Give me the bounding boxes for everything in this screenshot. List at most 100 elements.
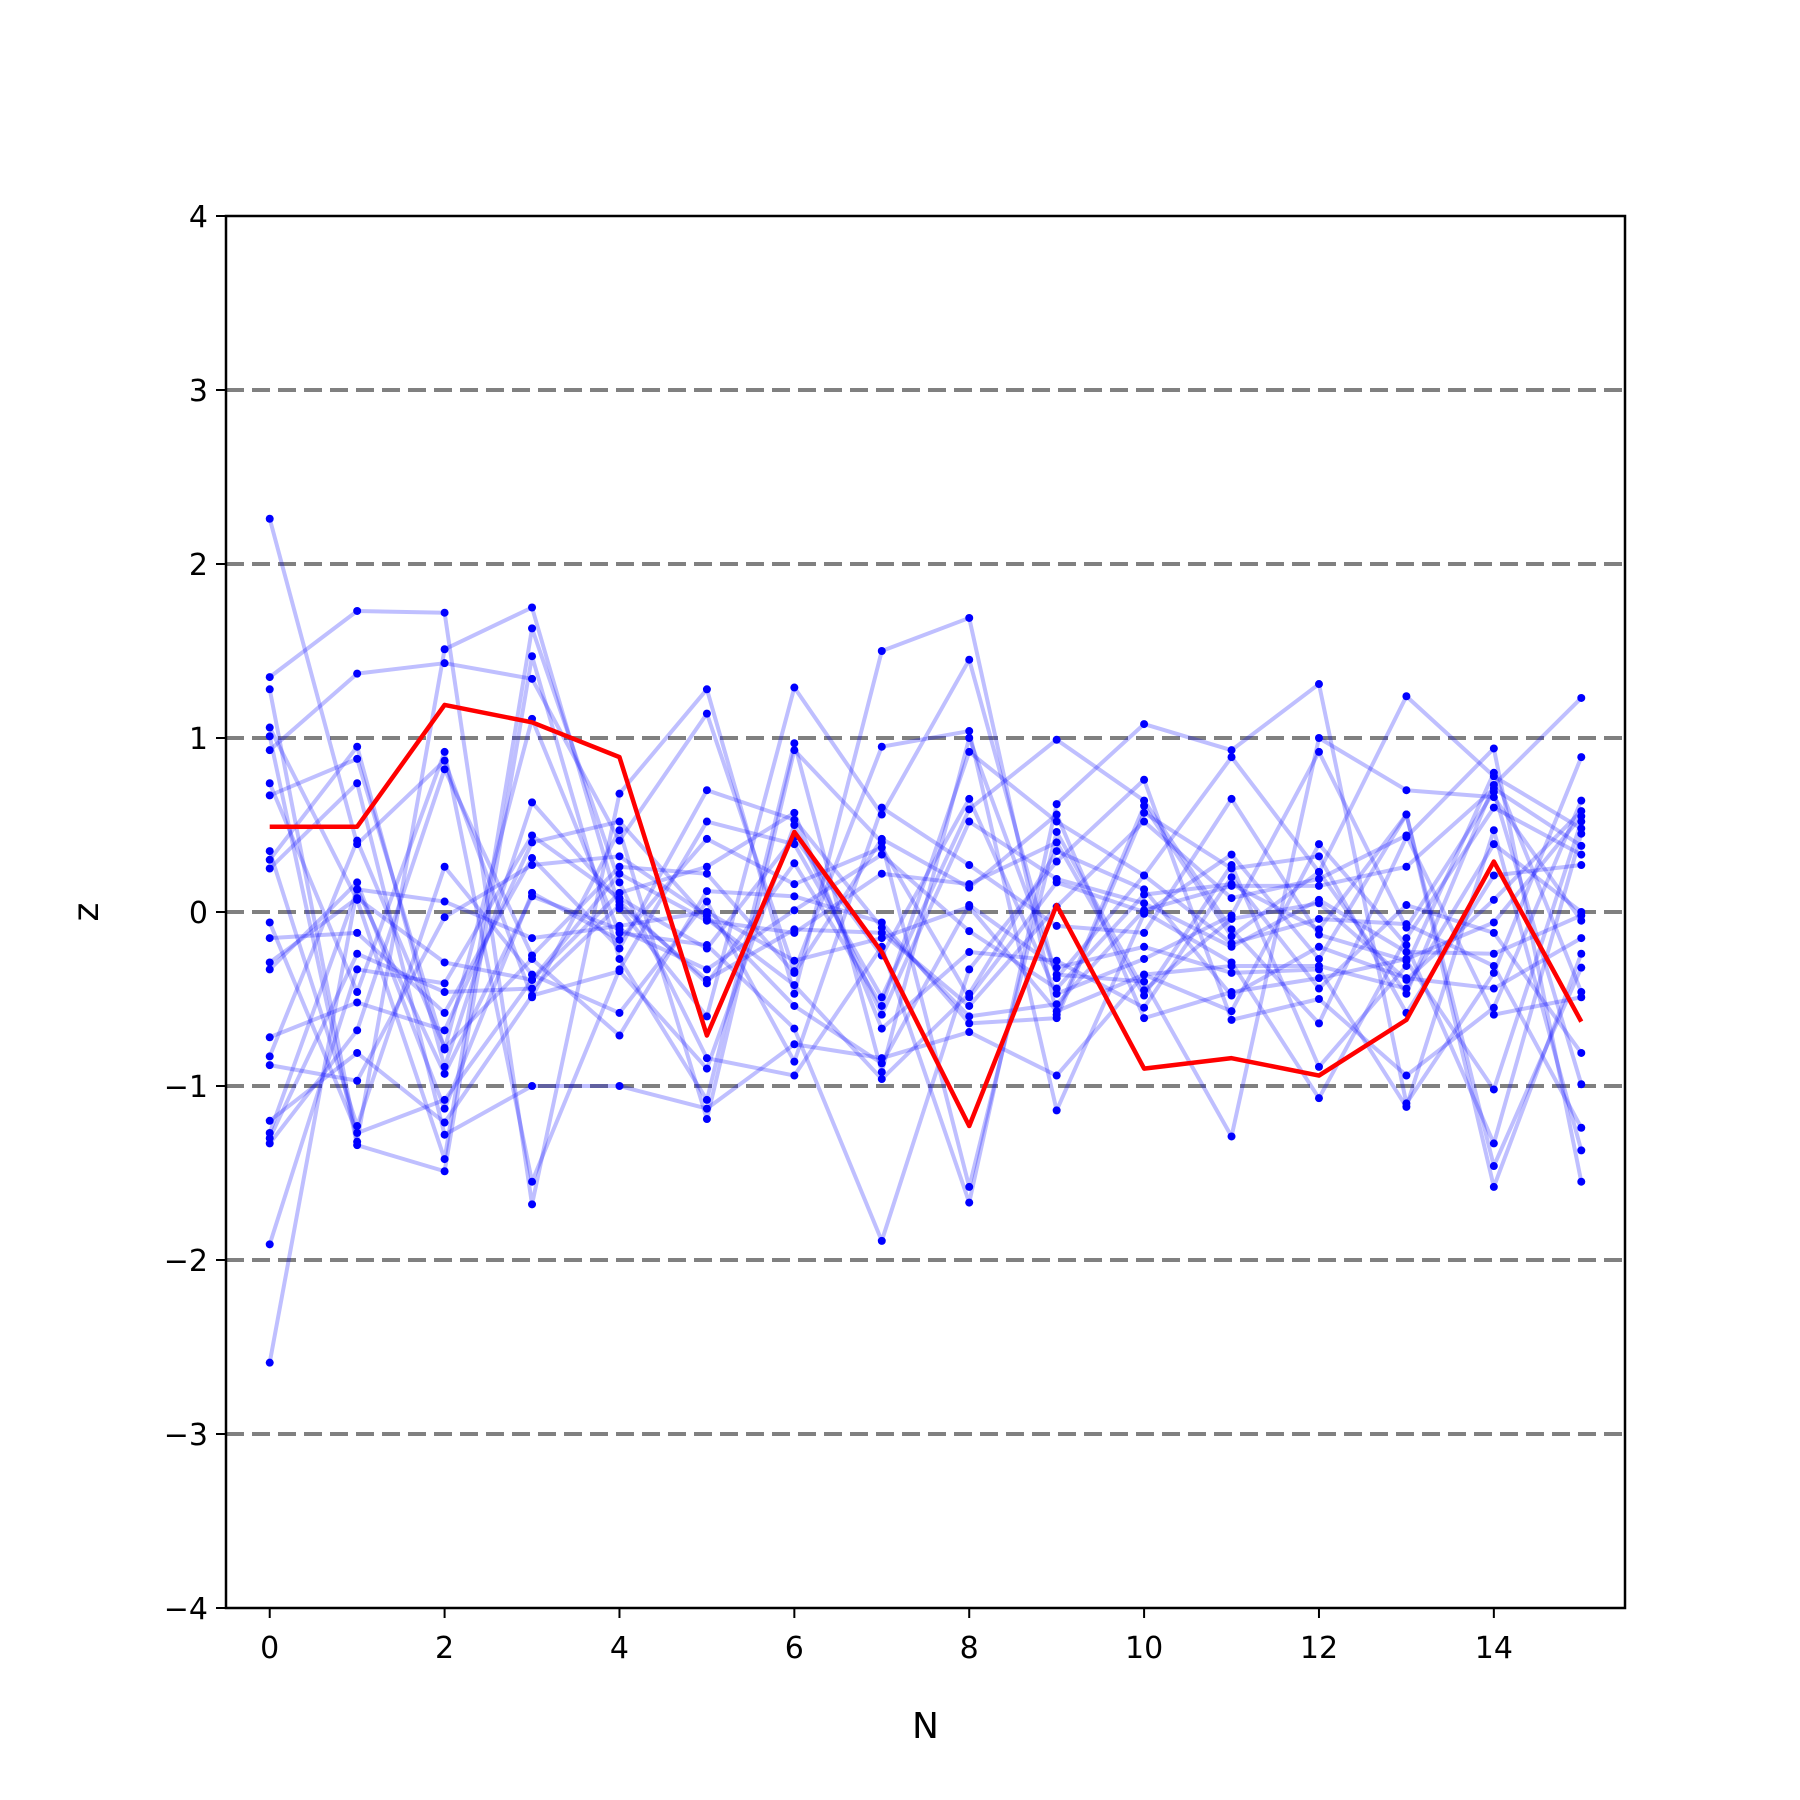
data-point [1140, 817, 1149, 826]
data-point [1577, 841, 1586, 850]
data-point [1489, 826, 1498, 835]
series-line [268, 661, 1584, 1189]
data-point [528, 984, 537, 993]
data-point [1577, 1123, 1586, 1132]
data-point [1314, 852, 1323, 861]
data-point [1489, 918, 1498, 927]
data-point [353, 878, 362, 887]
data-point [265, 918, 274, 927]
data-point [1314, 1062, 1323, 1071]
data-point [1052, 838, 1061, 847]
data-point [1140, 808, 1149, 817]
data-point [353, 928, 362, 937]
series-line [268, 819, 1583, 1125]
series-line [267, 626, 1584, 1205]
data-point [1140, 908, 1149, 916]
data-point [1052, 847, 1061, 856]
data-point [1227, 961, 1236, 970]
data-point [965, 883, 974, 892]
y-tick-label: −4 [164, 1592, 208, 1627]
data-point [353, 606, 362, 615]
data-point [877, 647, 886, 655]
y-tick-label: 1 [189, 722, 208, 757]
data-point [440, 1118, 449, 1127]
data-point [1140, 977, 1149, 986]
data-point [1489, 1139, 1498, 1148]
data-point [1489, 871, 1498, 880]
data-point [877, 934, 886, 943]
data-point [877, 850, 886, 859]
data-point [1052, 921, 1061, 930]
data-point [1577, 812, 1586, 821]
data-point [353, 836, 362, 845]
data-point [1227, 864, 1236, 873]
data-point [965, 965, 974, 974]
data-point [702, 1104, 711, 1113]
data-point [1314, 867, 1323, 876]
data-point [965, 989, 974, 998]
data-point [615, 894, 624, 903]
data-point [877, 1075, 886, 1084]
data-point [615, 901, 624, 910]
data-point [790, 968, 799, 977]
data-point [353, 1122, 362, 1131]
data-point [1314, 881, 1323, 890]
data-point [1314, 734, 1323, 742]
data-point [790, 925, 799, 934]
data-point [790, 981, 799, 990]
data-point [353, 1141, 362, 1150]
data-point [353, 1026, 362, 1035]
data-point [1402, 901, 1411, 910]
data-point [528, 854, 537, 863]
series-line [267, 518, 1583, 1189]
series-line [268, 744, 1584, 1129]
data-point [615, 935, 624, 944]
data-point [528, 1082, 537, 1090]
data-point [440, 979, 449, 988]
data-point [702, 965, 711, 974]
data-point [965, 613, 974, 622]
data-point [790, 956, 799, 965]
data-point [440, 756, 449, 765]
y-tick-label: −3 [164, 1418, 208, 1453]
data-point [702, 887, 711, 896]
data-point [1577, 796, 1586, 805]
data-point [702, 908, 711, 916]
data-point [528, 892, 537, 901]
data-point [1489, 984, 1498, 993]
data-point [1314, 942, 1323, 951]
data-point [1402, 786, 1411, 795]
data-point [528, 934, 537, 943]
data-point [265, 685, 274, 694]
data-point [1314, 995, 1323, 1003]
data-point [877, 810, 886, 819]
data-point [440, 608, 449, 617]
data-point [265, 791, 274, 800]
data-point [1140, 1003, 1149, 1012]
data-point [440, 1008, 449, 1017]
data-point [1314, 840, 1323, 849]
data-point [1052, 963, 1061, 972]
data-point [702, 862, 711, 871]
data-point [1489, 928, 1498, 937]
y-tick-label: 4 [189, 200, 208, 235]
data-point [1140, 890, 1149, 899]
data-point [1489, 1085, 1498, 1094]
data-point [965, 727, 974, 736]
data-point [1314, 1019, 1323, 1028]
series-line [268, 805, 1583, 1111]
data-point [965, 734, 974, 742]
data-point [615, 1082, 624, 1090]
data-point [877, 1001, 886, 1010]
data-point [615, 869, 624, 878]
highlight-series [269, 702, 1584, 1129]
data-point [440, 747, 449, 756]
data-point [1577, 908, 1586, 916]
data-point [615, 836, 624, 845]
data-point [1052, 817, 1061, 826]
data-point [1227, 1007, 1236, 1016]
data-point [702, 834, 711, 843]
data-point [265, 746, 274, 755]
series-line [268, 781, 1584, 1146]
series-line [268, 608, 1583, 1207]
